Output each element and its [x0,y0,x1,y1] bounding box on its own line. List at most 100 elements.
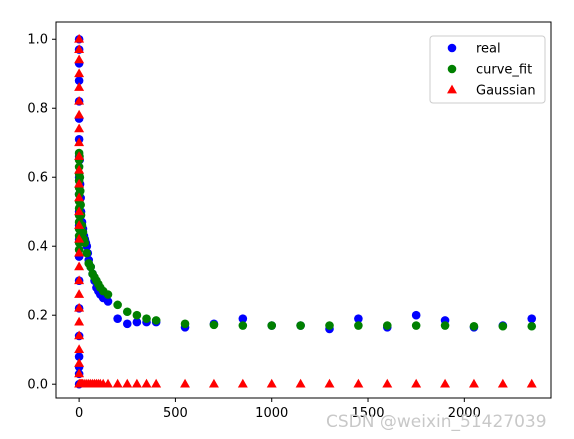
axes-frame [55,21,552,399]
Gaussian-point [74,54,85,64]
Gaussian-point [237,378,248,388]
data-points [74,33,537,389]
curve_fit-point [122,307,132,317]
Gaussian-point [497,378,508,388]
curve_fit-point [86,262,95,272]
real-point [527,314,537,323]
Gaussian-point [74,151,85,160]
Gaussian-point [74,33,85,43]
x-axis-ticks: 0 500 1000 1500 2000 [75,398,481,421]
real-point [113,314,122,323]
curve_fit-point [527,321,537,331]
Gaussian-point [74,316,85,326]
Gaussian-point [74,330,85,340]
x-tick-label: 500 [163,406,188,421]
curve_fit-point [238,321,248,330]
y-tick-label: 0.4 [27,240,48,255]
real-point [122,319,132,329]
legend: real curve_fit Gaussian [429,35,546,104]
real-point [354,314,363,323]
real-point [411,310,421,320]
Gaussian-point [74,233,85,243]
legend-marker [447,64,457,74]
Gaussian-point [74,275,85,285]
Gaussian-point [440,378,451,388]
Gaussian-point [411,378,422,388]
watermark: CSDN @weixin_51427039 [326,412,547,432]
curve_fit-point [469,321,479,331]
real-point [74,76,84,85]
Gaussian-point [74,137,85,147]
Gaussian-point [103,378,113,388]
curve_fit-point [78,228,88,237]
curve_fit-point [76,200,85,210]
legend-label: real [476,42,501,57]
x-tick-label: 1000 [255,406,288,421]
Gaussian-point [74,68,85,78]
Gaussian-point [74,206,85,216]
legend-marker [447,43,457,53]
curve_fit-point [113,300,122,310]
real-point [103,297,113,306]
curve_fit-point [354,321,363,330]
real-point [238,314,248,323]
real-point [132,317,142,327]
Gaussian-point [74,220,85,229]
x-tick-label: 0 [75,406,83,421]
Gaussian-point [74,95,85,105]
Gaussian-point [74,344,85,354]
Gaussian-point [295,378,306,388]
curve_fit-point [267,321,277,330]
curve_fit-point [382,321,392,330]
Gaussian-point [382,378,393,388]
curve_fit-point [82,248,92,258]
curve_fit-point [498,321,508,331]
curve_fit-point [296,321,305,330]
legend-label: Gaussian [476,84,536,99]
Gaussian-point [180,378,191,388]
legend-box [429,35,546,104]
Gaussian-point [131,378,142,388]
y-tick-label: 0.0 [27,378,48,393]
Gaussian-point [112,378,123,388]
curve_fit-point [325,321,334,330]
legend-marker [447,84,457,94]
Gaussian-point [324,378,335,388]
curve_fit-point [209,320,219,330]
curve_fit-point [151,316,161,325]
x-tick-label: 1500 [351,406,384,421]
Gaussian-point [122,378,133,388]
Gaussian-point [74,109,85,119]
Gaussian-point [74,192,85,202]
Gaussian-point [353,378,364,388]
Gaussian-point [151,378,162,388]
Gaussian-point [74,247,85,257]
Gaussian-point [141,378,152,388]
Gaussian-point [74,302,85,312]
Gaussian-point [74,82,85,91]
curve_fit-point [142,314,151,323]
curve_fit-point [75,172,85,182]
Gaussian-point [266,378,277,388]
Gaussian-point [74,261,85,271]
Gaussian-point [526,378,537,388]
legend-label: curve_fit [476,63,532,78]
y-tick-label: 0.6 [27,171,48,186]
curve_fit-point [440,321,450,330]
Gaussian-point [74,123,85,133]
curve_fit-point [132,310,142,320]
Gaussian-point [74,178,85,188]
Gaussian-point [74,44,85,53]
Gaussian-point [74,368,85,378]
Gaussian-point [208,378,219,388]
curve_fit-point [103,290,113,299]
curve_fit-point [75,186,85,196]
y-tick-label: 1.0 [27,33,48,48]
y-axis-ticks: 0.0 0.2 0.4 0.6 0.8 1.0 [27,33,56,393]
x-tick-label: 2000 [448,406,481,421]
Gaussian-point [468,378,479,388]
curve_fit-point [180,319,190,329]
curve_fit-point [411,321,421,330]
Gaussian-point [74,164,85,174]
